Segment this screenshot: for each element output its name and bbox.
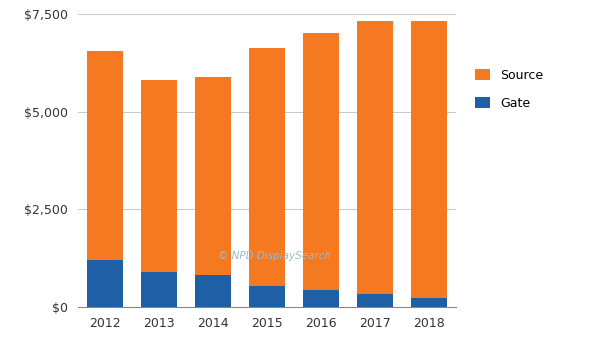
Bar xyxy=(304,33,338,290)
Text: © NPD DisplaySearch: © NPD DisplaySearch xyxy=(218,251,331,261)
Bar xyxy=(88,260,122,307)
Bar xyxy=(142,80,176,272)
Bar xyxy=(250,287,284,307)
Bar xyxy=(196,76,230,275)
Bar xyxy=(88,51,122,260)
Bar xyxy=(358,294,392,307)
Bar xyxy=(412,298,446,307)
Bar xyxy=(250,48,284,287)
Bar xyxy=(304,290,338,307)
Bar xyxy=(358,21,392,294)
Bar xyxy=(412,21,446,298)
Legend: Source, Gate: Source, Gate xyxy=(470,64,548,115)
Bar xyxy=(142,272,176,307)
Bar xyxy=(196,275,230,307)
